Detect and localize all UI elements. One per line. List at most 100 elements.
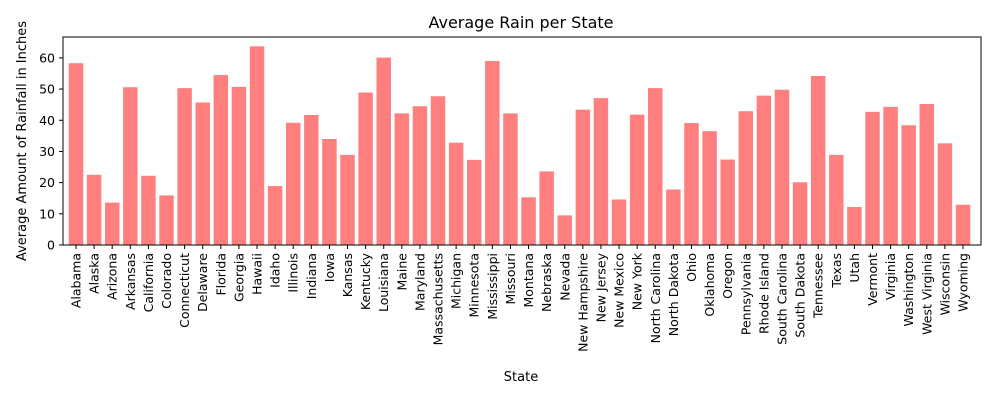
x-tick-label: New Hampshire — [575, 253, 590, 352]
x-tick-label: Kentucky — [358, 252, 373, 310]
bar-michigan — [448, 142, 464, 245]
bar-alaska — [86, 174, 102, 245]
x-tick-label: Florida — [213, 253, 228, 296]
bar-texas — [829, 154, 844, 245]
bar-vermont — [865, 111, 880, 245]
bar-new-hampshire — [575, 109, 591, 245]
bar-maryland — [412, 106, 428, 245]
x-tick-label: Rhode Island — [756, 253, 771, 334]
bar-virginia — [883, 106, 898, 245]
y-tick-label: 30 — [39, 144, 55, 159]
x-tick-label: Missouri — [503, 253, 518, 304]
bar-new-jersey — [593, 98, 609, 246]
x-tick-label: Nebraska — [539, 253, 554, 312]
x-tick-label: South Dakota — [793, 253, 808, 338]
x-tick-label: New York — [630, 252, 645, 310]
bar-utah — [847, 206, 862, 245]
x-tick-label: Oklahoma — [702, 253, 717, 317]
bar-kentucky — [358, 92, 373, 245]
bar-idaho — [267, 186, 283, 245]
x-tick-label: North Dakota — [666, 253, 681, 336]
x-tick-label: Oregon — [720, 253, 735, 299]
x-tick-label: Wyoming — [956, 253, 971, 312]
bar-new-york — [629, 114, 645, 246]
x-tick-label: Indiana — [304, 253, 319, 299]
x-tick-label: Connecticut — [177, 253, 192, 328]
plot-frame — [62, 36, 982, 246]
x-tick-label: New Jersey — [593, 252, 608, 322]
y-tick-label: 0 — [47, 238, 55, 253]
bar-new-mexico — [611, 199, 627, 245]
x-tick-label: Michigan — [449, 253, 464, 309]
bars-group — [68, 46, 971, 246]
y-tick-label: 60 — [39, 50, 55, 65]
bar-pennsylvania — [738, 111, 754, 245]
y-tick-label: 20 — [39, 175, 55, 190]
x-tick-label: Idaho — [268, 253, 283, 288]
bar-nebraska — [539, 171, 554, 245]
bar-south-carolina — [774, 89, 790, 245]
y-tick-label: 50 — [39, 82, 55, 97]
x-tick-label: North Carolina — [648, 253, 663, 343]
x-tick-label: Arkansas — [123, 253, 138, 310]
x-tick-label: South Carolina — [774, 253, 789, 345]
x-tick-label: Ohio — [684, 253, 699, 282]
x-tick-label: Maryland — [412, 253, 427, 311]
bar-arkansas — [123, 87, 138, 246]
x-tick-label: Massachusetts — [431, 253, 446, 345]
bar-missouri — [503, 113, 518, 246]
bar-minnesota — [467, 159, 482, 245]
x-tick-label: Nevada — [557, 253, 572, 301]
x-tick-label: Kansas — [340, 253, 355, 297]
x-tick-label: Vermont — [865, 253, 880, 306]
bar-south-dakota — [792, 182, 808, 245]
chart-title: Average Rain per State — [428, 13, 613, 32]
bar-arizona — [104, 202, 120, 245]
x-tick-label: Mississippi — [485, 253, 500, 320]
bar-california — [141, 175, 156, 245]
x-tick-label: Tennessee — [811, 253, 826, 319]
bar-oregon — [720, 159, 735, 245]
x-tick-label: Illinois — [286, 253, 301, 293]
x-tick-label: Utah — [847, 253, 862, 283]
x-tick-label: Maine — [394, 253, 409, 291]
bar-ohio — [684, 123, 699, 245]
x-tick-label: Wisconsin — [937, 253, 952, 315]
x-tick-label: Iowa — [322, 253, 337, 282]
x-tick-label: Louisiana — [376, 253, 391, 312]
bar-oklahoma — [702, 131, 717, 245]
bar-washington — [901, 125, 916, 245]
bar-wisconsin — [937, 143, 953, 245]
bar-kansas — [340, 154, 355, 245]
bar-rhode-island — [756, 95, 772, 245]
x-tick-label: Georgia — [231, 253, 246, 302]
bar-georgia — [231, 86, 247, 246]
x-tick-label: Minnesota — [467, 253, 482, 318]
x-tick-label: Texas — [829, 253, 844, 289]
bar-alabama — [68, 63, 84, 245]
bar-montana — [521, 197, 536, 245]
bar-illinois — [285, 122, 301, 245]
bar-connecticut — [177, 88, 192, 245]
x-tick-label: Montana — [521, 253, 536, 308]
bar-wyoming — [955, 204, 971, 245]
x-tick-label: Washington — [901, 253, 916, 326]
x-tick-label: Delaware — [195, 253, 210, 312]
x-tick-label: Virginia — [883, 253, 898, 300]
bar-west-virginia — [919, 104, 935, 245]
x-tick-label: New Mexico — [612, 253, 627, 328]
bar-north-carolina — [648, 88, 663, 245]
bar-louisiana — [376, 57, 391, 245]
bar-florida — [213, 75, 229, 245]
bar-indiana — [304, 114, 319, 246]
bar-hawaii — [249, 46, 265, 245]
x-tick-label: Colorado — [159, 253, 174, 309]
x-tick-label: Arizona — [105, 253, 120, 300]
x-tick-label: Pennsylvania — [738, 253, 753, 335]
x-tick-label: Alabama — [69, 253, 84, 308]
bar-iowa — [322, 138, 337, 245]
x-tick-label: Hawaii — [250, 253, 265, 295]
y-tick-label: 10 — [39, 206, 55, 221]
